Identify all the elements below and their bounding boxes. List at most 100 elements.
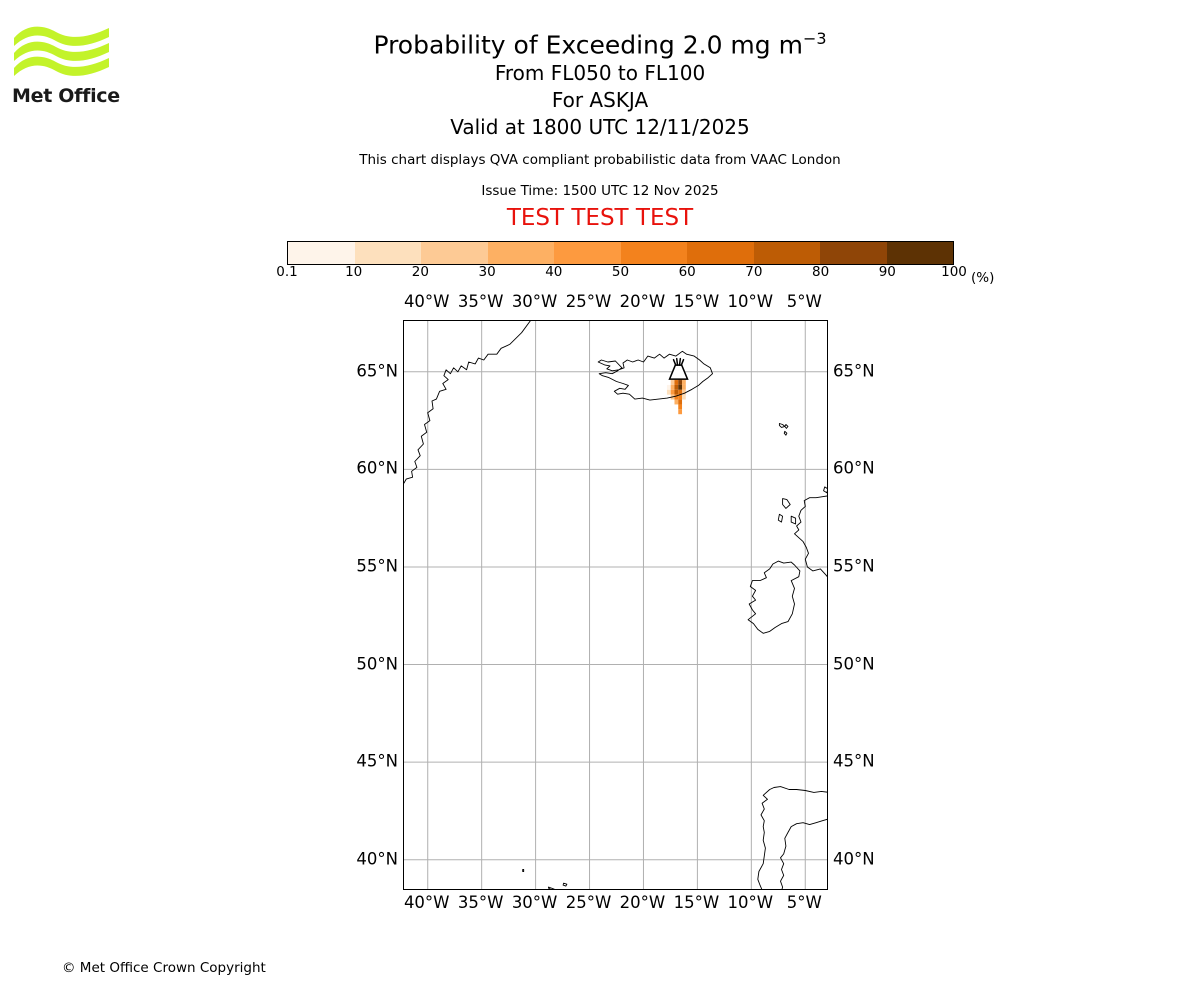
ash-cell <box>674 394 679 400</box>
ash-cell <box>678 380 683 385</box>
colorbar-tick-80: 80 <box>812 264 830 280</box>
volcano-eruption-plume-line-0 <box>672 358 677 366</box>
issue-time: Issue Time: 1500 UTC 12 Nov 2025 <box>481 183 719 200</box>
lon-label-top-35°W: 35°W <box>457 292 504 311</box>
latitude-labels-right: 40°N 45°N 50°N 55°N 60°N 65°N <box>833 320 903 890</box>
colorbar-segment-8 <box>820 242 887 264</box>
met-office-logo: Met Office <box>12 22 122 114</box>
logo-waves-icon <box>14 26 109 76</box>
colorbar-tick-0.1: 0.1 <box>276 264 298 280</box>
lon-label-bottom-30°W: 30°W <box>511 893 558 912</box>
test-banner: TEST TEST TEST <box>506 205 694 232</box>
colorbar-tick-10: 10 <box>345 264 363 280</box>
colorbar-tick-30: 30 <box>478 264 496 280</box>
lat-label-right-60°N: 60°N <box>833 458 875 478</box>
colorbar-tick-70: 70 <box>745 264 763 280</box>
lon-label-bottom-15°W: 15°W <box>673 893 720 912</box>
ash-cell <box>670 389 675 395</box>
colorbar-tick-20: 20 <box>411 264 429 280</box>
copyright-footer: © Met Office Crown Copyright <box>62 960 266 976</box>
lat-label-right-50°N: 50°N <box>833 654 875 674</box>
colorbar-tick-50: 50 <box>611 264 630 280</box>
ash-cell <box>682 389 686 395</box>
ash-cell <box>678 404 683 410</box>
colorbar-strip <box>287 241 954 265</box>
lat-label-left-45°N: 45°N <box>356 751 398 771</box>
flight-level-subtitle: From FL050 to FL100 <box>494 61 706 86</box>
ash-cell <box>674 389 679 395</box>
azores-terceira <box>562 882 568 887</box>
azores-faial-pico <box>548 886 555 889</box>
ash-cell <box>678 394 683 400</box>
colorbar-segment-0 <box>288 242 355 264</box>
lat-label-left-65°N: 65°N <box>356 361 398 381</box>
ash-cell <box>678 409 683 415</box>
colorbar-segment-4 <box>554 242 621 264</box>
faroe-islands-3 <box>783 430 788 436</box>
lon-label-top-30°W: 30°W <box>511 292 558 311</box>
lon-label-top-25°W: 25°W <box>565 292 612 311</box>
ash-cell <box>682 394 686 400</box>
lat-label-right-45°N: 45°N <box>833 751 875 771</box>
lat-label-right-55°N: 55°N <box>833 556 875 576</box>
latitude-labels-left: 40°N 45°N 50°N 55°N 60°N 65°N <box>330 320 398 890</box>
ash-cell <box>666 389 671 395</box>
lat-label-left-40°N: 40°N <box>356 849 398 869</box>
iberia-north-coast <box>757 786 827 889</box>
lon-label-top-15°W: 15°W <box>673 292 720 311</box>
colorbar-unit-label: (%) <box>971 270 995 286</box>
outer-hebrides-2 <box>777 513 784 523</box>
colorbar-segment-6 <box>687 242 754 264</box>
valid-time-subtitle: Valid at 1800 UTC 12/11/2025 <box>450 115 750 140</box>
faroe-islands-2 <box>784 424 789 429</box>
lon-label-top-5°W: 5°W <box>786 292 822 311</box>
volcano-eruption-plume-line-3 <box>680 358 685 366</box>
lon-label-top-10°W: 10°W <box>727 292 774 311</box>
lon-label-bottom-20°W: 20°W <box>619 893 666 912</box>
longitude-labels-bottom: 40°W 35°W 30°W 25°W 20°W 15°W 10°W 5°W <box>403 893 828 915</box>
ash-cell <box>678 389 683 395</box>
ash-cell <box>674 380 679 385</box>
ash-cell <box>666 384 671 390</box>
volcano-cone <box>668 364 689 380</box>
lat-label-right-65°N: 65°N <box>833 361 875 381</box>
colorbar-tick-90: 90 <box>878 264 896 280</box>
faroe-islands-1 <box>778 423 786 428</box>
ireland <box>747 560 801 634</box>
lat-label-left-60°N: 60°N <box>356 458 398 478</box>
ash-cell <box>678 384 683 390</box>
logo-text: Met Office <box>12 85 120 107</box>
coastlines <box>404 321 827 889</box>
greenland-east-coast <box>404 321 531 484</box>
colorbar-tick-40: 40 <box>545 264 563 280</box>
lon-label-bottom-5°W: 5°W <box>786 893 822 912</box>
map-panel[interactable] <box>403 320 828 890</box>
outer-hebrides-1 <box>782 498 791 509</box>
lon-label-bottom-10°W: 10°W <box>727 893 774 912</box>
qva-note: This chart displays QVA compliant probab… <box>359 152 841 169</box>
azores-flores <box>522 869 525 872</box>
iceland <box>597 350 713 401</box>
colorbar-segment-7 <box>753 242 820 264</box>
scotland-mainland <box>794 495 827 577</box>
lat-label-right-40°N: 40°N <box>833 849 875 869</box>
iberia-interior-border <box>780 818 827 889</box>
ash-cell <box>670 384 675 390</box>
volcano-eruption-plume-line-2 <box>678 357 682 366</box>
ash-cell <box>682 384 686 390</box>
colorbar-segment-2 <box>421 242 488 264</box>
colorbar-segment-5 <box>620 242 687 264</box>
longitude-labels-top: 40°W 35°W 30°W 25°W 20°W 15°W 10°W 5°W <box>403 292 828 312</box>
lon-label-top-20°W: 20°W <box>619 292 666 311</box>
lon-label-bottom-40°W: 40°W <box>403 893 450 912</box>
colorbar <box>287 241 954 265</box>
lon-label-bottom-35°W: 35°W <box>457 893 504 912</box>
ash-probability-cells <box>666 375 686 415</box>
colorbar-segment-3 <box>487 242 554 264</box>
orkney-islands <box>823 486 827 494</box>
colorbar-tick-labels: 0.1 10 20 30 40 50 60 70 80 90 100 <box>0 264 1200 286</box>
lon-label-top-40°W: 40°W <box>403 292 450 311</box>
volcano-marker-icon <box>668 357 689 380</box>
colorbar-segment-9 <box>886 242 953 264</box>
volcano-eruption-plume-line-1 <box>675 357 679 366</box>
